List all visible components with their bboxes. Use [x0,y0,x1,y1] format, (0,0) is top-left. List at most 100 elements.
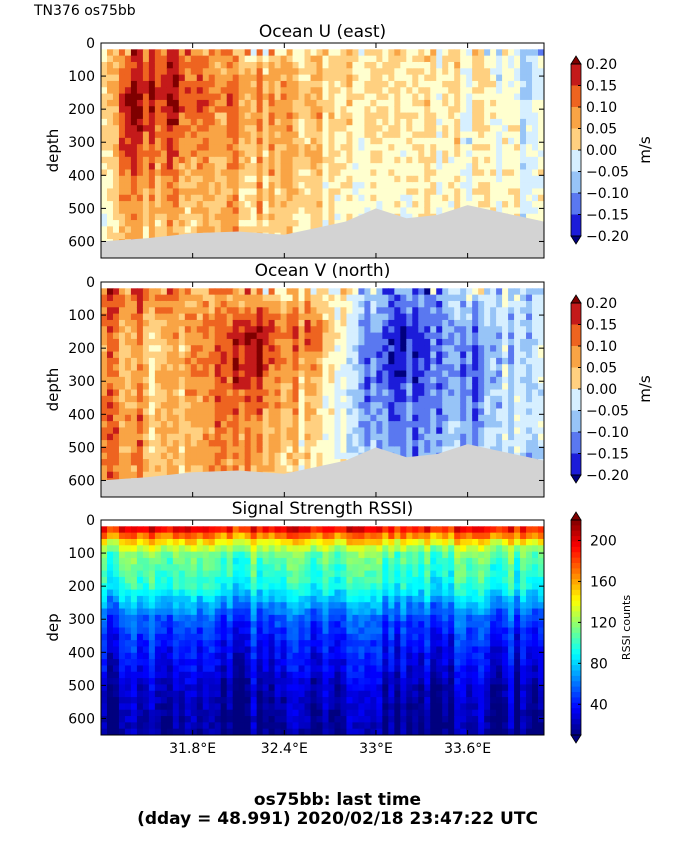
heat-cell [250,307,258,315]
heat-cell [304,137,312,145]
heat-cell [148,125,156,133]
heat-cell [406,182,413,190]
heat-cell [178,49,186,57]
heat-cell [130,452,138,460]
heat-cell [430,55,437,63]
heat-cell [310,207,318,215]
heat-cell [124,207,132,215]
heat-cell [136,446,144,454]
heat-cell [292,288,300,296]
heat-cell [148,106,156,114]
heat-cell [220,55,228,63]
heat-cell [436,446,443,454]
heat-cell [526,326,533,334]
heat-cell [466,408,473,416]
heat-cell [304,376,312,384]
heat-cell [130,74,138,82]
heat-cell [142,376,150,384]
heat-cell [520,118,527,126]
heat-cell [454,131,461,139]
heat-cell [232,74,240,82]
heat-cell [430,118,437,126]
heat-cell [154,49,162,57]
heat-cell [310,182,318,190]
heat-cell [424,338,431,346]
heat-cell [514,427,521,435]
heat-cell [418,326,425,334]
heat-cell [172,137,180,145]
heat-cell [286,421,294,429]
heat-cell [178,446,186,454]
heat-cell [358,313,366,321]
heat-cell [118,99,126,107]
heat-cell [358,319,366,327]
heat-cell [340,319,348,327]
heat-cell [334,364,342,372]
heat-cell [352,370,360,378]
heat-cell [484,313,491,321]
heat-cell [406,144,413,152]
heat-cell [184,150,192,158]
heat-cell [460,433,467,441]
heat-cell [370,49,377,57]
heat-cell [388,370,395,378]
heat-cell [166,452,174,460]
heat-cell [364,112,371,120]
heat-cell [268,188,276,196]
heat-cell [454,427,461,435]
heat-cell [418,357,425,365]
heat-cell [106,440,114,448]
heat-cell [418,150,425,158]
heat-cell [250,338,258,346]
heat-cell [394,357,401,365]
heat-cell [316,169,324,177]
heat-cell [214,446,222,454]
heat-cell [148,421,156,429]
heat-cell [256,338,264,346]
heat-cell [490,99,497,107]
heat-cell [316,288,324,296]
heat-cell [538,55,544,63]
heat-cell [101,112,108,120]
heat-cell [118,440,126,448]
heat-cell [340,87,348,95]
heat-cell [274,131,282,139]
heat-cell [112,421,120,429]
heat-cell [352,207,360,215]
heat-cell [220,188,228,196]
heat-cell [101,357,108,365]
heat-cell [334,376,342,384]
heat-cell [136,144,144,152]
heat-cell [532,68,539,76]
heat-cell [478,345,485,353]
heat-cell [526,376,533,384]
heat-cell [166,106,174,114]
heat-cell [118,402,126,410]
heat-cell [262,313,270,321]
heat-cell [190,319,198,327]
heat-cell [352,307,360,315]
heat-cell [340,163,348,171]
heat-cell [448,175,455,183]
heat-cell [424,150,431,158]
heat-cell [298,163,306,171]
heat-cell [106,99,114,107]
heat-cell [322,68,330,76]
heat-cell [496,49,503,57]
heat-cell [472,402,479,410]
heat-cell [142,207,150,215]
heat-cell [268,459,276,466]
heat-cell [496,156,503,164]
heat-cell [496,131,503,139]
heat-cell [520,440,527,448]
heat-cell [268,169,276,177]
heat-cell [166,74,174,82]
heat-cell [106,125,114,133]
heat-cell [472,307,479,315]
heat-cell [160,338,168,346]
heat-cell [460,175,467,183]
heat-cell [358,294,366,302]
heat-cell [160,402,168,410]
heat-cell [118,319,126,327]
heat-cell [322,93,330,101]
